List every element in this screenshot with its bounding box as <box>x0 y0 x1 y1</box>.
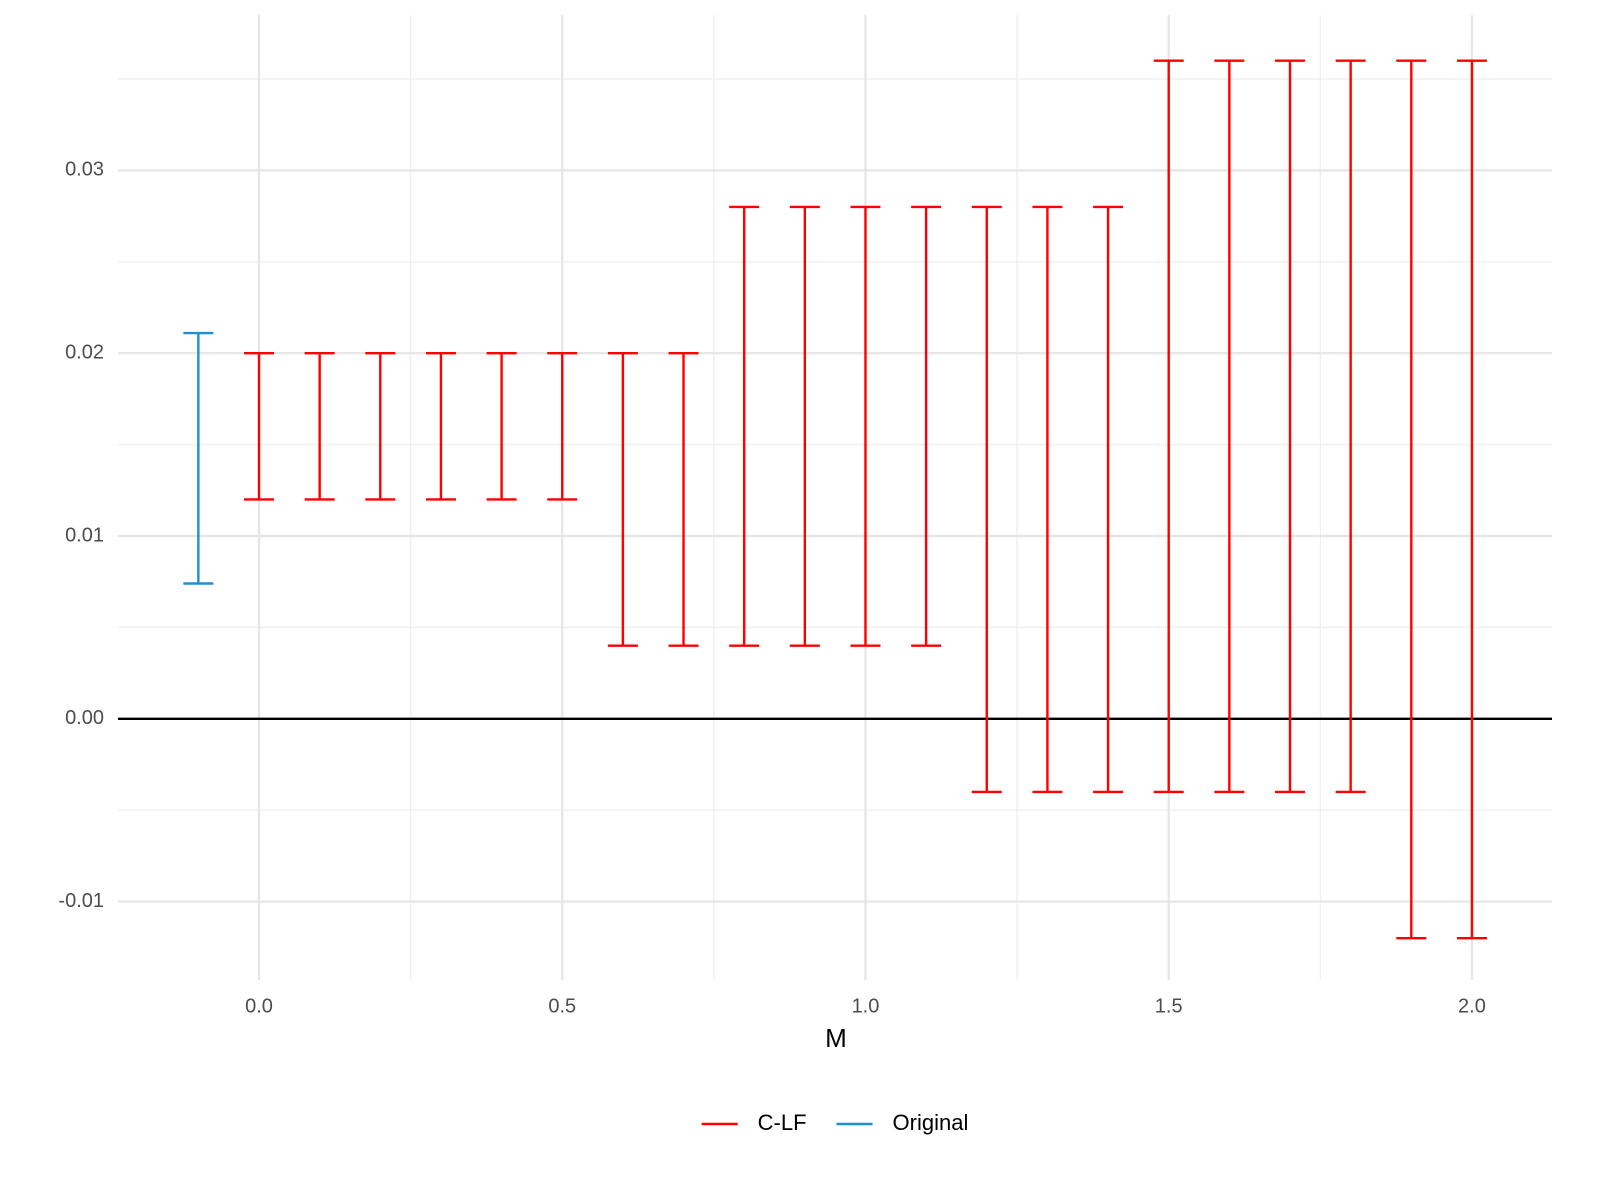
x-tick-label: 0.5 <box>548 995 576 1017</box>
y-tick-label: -0.01 <box>58 890 104 912</box>
y-tick-label: 0.02 <box>65 341 104 363</box>
legend-label: C-LF <box>758 1110 807 1135</box>
y-tick-label: 0.01 <box>65 524 104 546</box>
x-tick-label: 1.5 <box>1155 995 1183 1017</box>
x-tick-label: 2.0 <box>1458 995 1486 1017</box>
legend-label: Original <box>893 1110 969 1135</box>
x-tick-label: 0.0 <box>245 995 273 1017</box>
x-axis-title: M <box>825 1023 847 1053</box>
legend: C-LF Original <box>701 1110 969 1135</box>
x-tick-label: 1.0 <box>852 995 880 1017</box>
y-tick-label: 0.00 <box>65 707 104 729</box>
y-tick-label: 0.03 <box>65 159 104 181</box>
